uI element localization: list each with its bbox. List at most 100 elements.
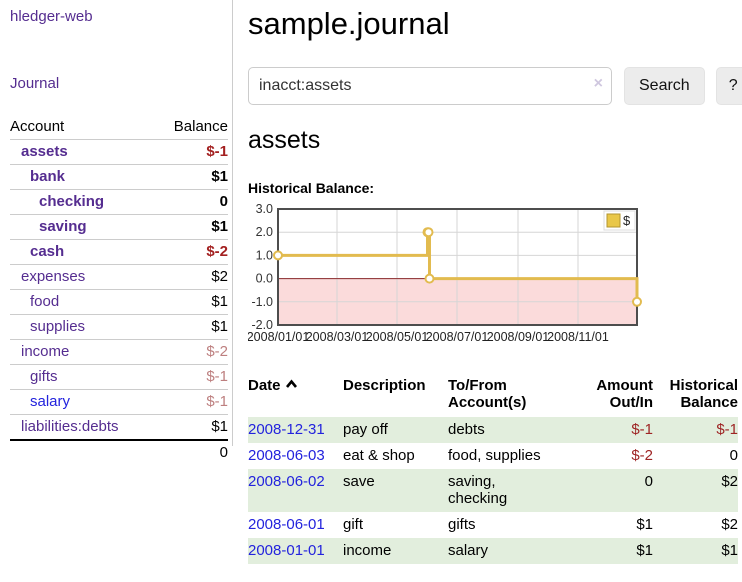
svg-text:2008/07/01: 2008/07/01 xyxy=(426,330,489,344)
accounts-total-row: 0 xyxy=(10,439,228,465)
nav-journal-link[interactable]: Journal xyxy=(10,75,60,92)
accounts-cell: saving, checking xyxy=(448,473,508,507)
svg-text:-1.0: -1.0 xyxy=(251,295,273,309)
svg-text:2008/09/01: 2008/09/01 xyxy=(487,330,550,344)
register-row: 2008-06-02 save saving, checking 0 $2 xyxy=(248,469,738,512)
accounts-table-header: Account Balance xyxy=(10,115,228,139)
description-cell: gift xyxy=(343,516,364,533)
account-name-link[interactable]: saving xyxy=(39,218,87,235)
date-link[interactable]: 2008-06-01 xyxy=(248,516,325,533)
description-cell: income xyxy=(343,542,392,559)
account-name-link[interactable]: income xyxy=(21,343,70,360)
description-cell: pay off xyxy=(343,421,388,438)
account-row: gifts $-1 xyxy=(10,364,228,389)
account-balance: $1 xyxy=(211,293,228,310)
clear-search-icon[interactable]: × xyxy=(593,75,603,92)
account-balance: $-2 xyxy=(206,343,228,360)
account-name-link[interactable]: checking xyxy=(39,193,105,210)
accounts-rows: assets $-1 bank $1 checking 0 saving $1 cash $-2 e… xyxy=(10,139,228,439)
date-link[interactable]: 2008-06-03 xyxy=(248,447,325,464)
amount-cell: $1 xyxy=(636,516,653,533)
description-cell: eat & shop xyxy=(343,447,415,464)
account-row: assets $-1 xyxy=(10,139,228,164)
svg-text:2008/01/01: 2008/01/01 xyxy=(248,330,309,344)
balance-cell: $2 xyxy=(721,516,738,533)
accounts-cell: food, supplies xyxy=(448,447,541,464)
chart-title: Historical Balance: xyxy=(248,180,375,196)
account-balance: $1 xyxy=(211,418,228,435)
register-header-accounts: To/From Account(s) xyxy=(448,377,527,411)
accounts-cell: debts xyxy=(448,421,485,438)
account-row: liabilities:debts $1 xyxy=(10,414,228,439)
accounts-header-account: Account xyxy=(10,118,65,135)
page-title: sample.journal xyxy=(248,6,450,41)
search-button[interactable]: Search xyxy=(624,67,705,105)
svg-text:2008/03/01: 2008/03/01 xyxy=(306,330,369,344)
account-name-link[interactable]: expenses xyxy=(21,268,86,285)
svg-text:2008/11/01: 2008/11/01 xyxy=(547,330,609,344)
register-header-amount: Amount Out/In xyxy=(596,377,653,411)
account-balance: $1 xyxy=(211,318,228,335)
account-name-link[interactable]: liabilities:debts xyxy=(21,418,119,435)
accounts-cell: gifts xyxy=(448,516,476,533)
account-balance: 0 xyxy=(219,193,228,210)
register-header-row: Date Description To/From Account(s) Amou… xyxy=(248,375,738,417)
amount-cell: $-1 xyxy=(631,421,653,438)
account-balance: $2 xyxy=(211,268,228,285)
account-row: cash $-2 xyxy=(10,239,228,264)
search-form: × Search ? xyxy=(248,67,742,105)
balance-cell: $2 xyxy=(721,473,738,490)
help-button[interactable]: ? xyxy=(715,67,742,105)
svg-text:3.0: 3.0 xyxy=(256,204,273,216)
accounts-cell: salary xyxy=(448,542,489,559)
amount-cell: 0 xyxy=(644,473,653,490)
description-cell: save xyxy=(343,473,375,490)
svg-text:1.0: 1.0 xyxy=(256,248,273,262)
account-name-link[interactable]: cash xyxy=(30,243,65,260)
register-table: Date Description To/From Account(s) Amou… xyxy=(248,375,738,564)
account-row: income $-2 xyxy=(10,339,228,364)
accounts-total-value: 0 xyxy=(219,444,228,461)
account-balance: $1 xyxy=(211,218,228,235)
amount-cell: $1 xyxy=(636,542,653,559)
account-balance: $1 xyxy=(211,168,228,185)
chart-canvas: $3.0 2.0 1.0 0.0 -1.0 -2.02008/01/012008/03/0… xyxy=(247,202,642,344)
account-row: bank $1 xyxy=(10,164,228,189)
date-link[interactable]: 2008-12-31 xyxy=(248,421,325,438)
account-title: assets xyxy=(248,126,321,154)
svg-text:2008/05/01: 2008/05/01 xyxy=(366,330,429,344)
account-name-link[interactable]: salary xyxy=(30,393,71,410)
account-name-link[interactable]: supplies xyxy=(30,318,86,335)
register-row: 2008-12-31 pay off debts $-1 $-1 xyxy=(248,417,738,443)
search-input-wrap: × xyxy=(248,67,612,105)
amount-cell: $-2 xyxy=(631,447,653,464)
account-balance: $-1 xyxy=(206,368,228,385)
brand-link[interactable]: hledger-web xyxy=(10,8,93,25)
account-row: saving $1 xyxy=(10,214,228,239)
balance-cell: $-1 xyxy=(716,421,738,438)
register-header-date[interactable]: Date xyxy=(248,375,343,417)
date-link[interactable]: 2008-01-01 xyxy=(248,542,325,559)
account-row: salary $-1 xyxy=(10,389,228,414)
register-header-balance: Historical Balance xyxy=(669,377,738,411)
search-input[interactable] xyxy=(248,67,612,105)
account-balance: $-2 xyxy=(206,243,228,260)
register-row: 2008-01-01 income salary $1 $1 xyxy=(248,538,738,564)
accounts-table: Account Balance assets $-1 bank $1 checking 0… xyxy=(10,115,228,465)
main-content: sample.journal × Search ? assets Histori… xyxy=(233,0,742,564)
svg-text:0.0: 0.0 xyxy=(256,272,273,286)
register-header-description: Description xyxy=(343,377,426,394)
account-name-link[interactable]: gifts xyxy=(30,368,58,385)
account-balance: $-1 xyxy=(206,143,228,160)
historical-balance-chart: $3.0 2.0 1.0 0.0 -1.0 -2.0 2008/01/01 2008/03/0… xyxy=(247,202,742,361)
register-row: 2008-06-01 gift gifts $1 $2 xyxy=(248,512,738,538)
account-name-link[interactable]: bank xyxy=(30,168,66,185)
sidebar: hledger-web Journal Account Balance asse… xyxy=(0,0,233,461)
account-name-link[interactable]: food xyxy=(30,293,60,310)
date-link[interactable]: 2008-06-02 xyxy=(248,473,325,490)
sort-asc-icon xyxy=(285,379,297,388)
svg-text:-2.0: -2.0 xyxy=(251,318,273,332)
account-name-link[interactable]: assets xyxy=(21,143,68,160)
register-row: 2008-06-03 eat & shop food, supplies $-2 0 xyxy=(248,443,738,469)
svg-text:2.0: 2.0 xyxy=(256,225,273,239)
